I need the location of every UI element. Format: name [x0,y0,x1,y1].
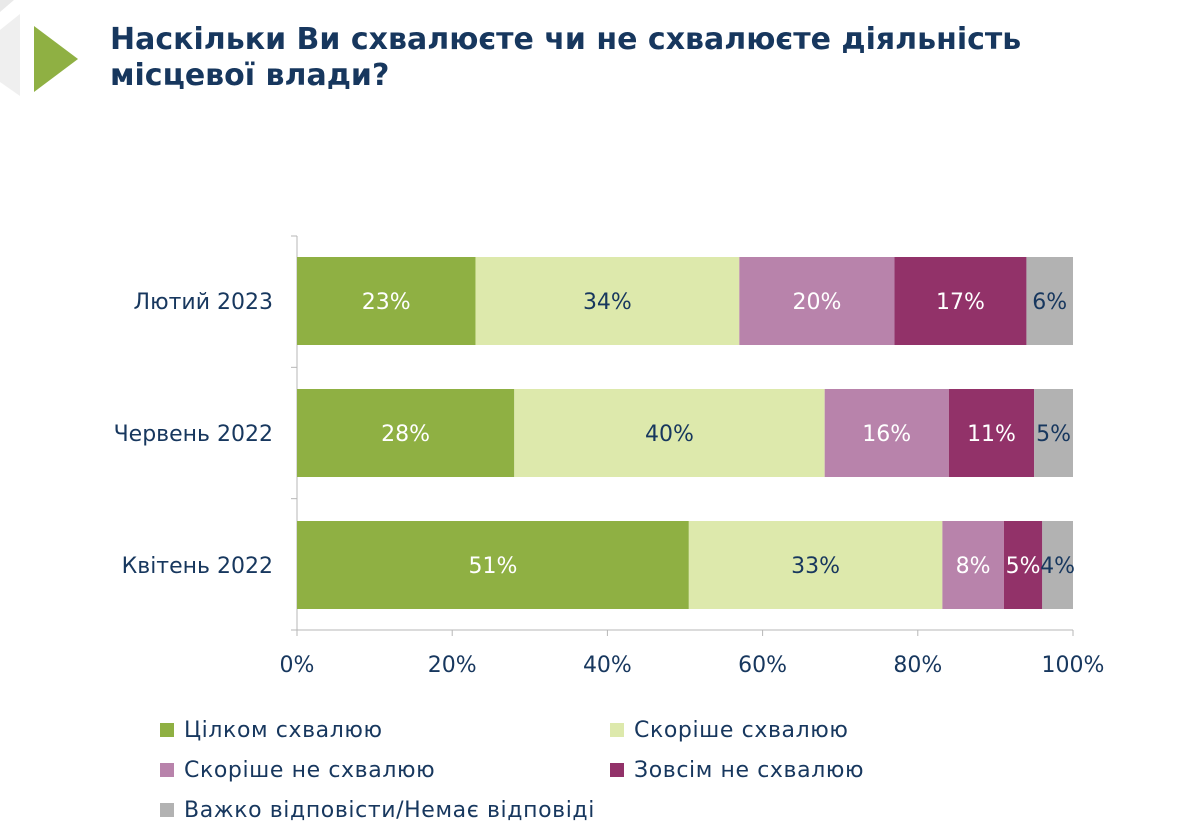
data-label: 33% [791,554,840,579]
category-label: Квітень 2022 [122,554,273,579]
legend-label: Зовсім не схвалюю [634,757,865,783]
data-label: 6% [1032,290,1067,315]
data-label: 16% [862,422,911,447]
legend-swatch [160,803,174,817]
x-tick-label: 100% [1042,653,1105,678]
legend-swatch [610,723,624,737]
legend-label: Цілком схвалюю [184,717,383,743]
bar-segment [1026,257,1073,345]
category-label: Лютий 2023 [134,290,273,315]
legend-item: Важко відповісти/Немає відповіді [160,794,595,826]
bar-segment [948,389,1035,477]
data-label: 34% [583,290,632,315]
play-arrow-icon [34,26,78,92]
data-label: 4% [1040,554,1075,579]
data-label: 17% [936,290,985,315]
legend-label: Скоріше не схвалюю [184,757,436,783]
bar-segment [824,389,949,477]
chart-legend: Цілком схвалюю Скоріше схвалюю Скоріше не … [160,714,1060,830]
title-line-2: місцевої влади? [110,58,390,93]
legend-item: Скоріше схвалюю [610,714,849,746]
x-tick-label: 40% [583,653,632,678]
bar-segment [475,257,740,345]
bar-segment [739,257,895,345]
title-line-1: Наскільки Ви схвалюєте чи не схвалюєте д… [110,22,1022,57]
bar-segment [1034,389,1073,477]
data-label: 40% [645,422,694,447]
data-label: 23% [362,290,411,315]
legend-item: Скоріше не схвалюю [160,754,435,786]
data-label: 11% [967,422,1016,447]
x-tick-label: 60% [738,653,787,678]
legend-swatch [610,763,624,777]
bar-segment [297,257,476,345]
bar-segment [297,521,689,609]
bar-segment [1042,521,1073,609]
legend-item: Цілком схвалюю [160,714,383,746]
page-title: Наскільки Ви схвалюєте чи не схвалюєте д… [110,22,1110,94]
category-label: Червень 2022 [114,422,273,447]
stacked-bar-chart: 0% 20% 40% 60% 80% 100% Лютий 2023 23% 34% 20% 17%… [114,235,1105,678]
bar-segment [297,389,515,477]
x-tick-label: 20% [428,653,477,678]
legend-label: Скоріше схвалюю [634,717,849,743]
bar-segment [894,257,1027,345]
bar-segment [942,521,1004,609]
legend-swatch [160,763,174,777]
slide-decoration [0,0,78,96]
data-label: 5% [1036,422,1071,447]
data-label: 28% [381,422,430,447]
data-label: 8% [956,554,991,579]
legend-swatch [160,723,174,737]
corner-stripe-shape [0,14,20,96]
x-tick-label: 80% [893,653,942,678]
legend-label: Важко відповісти/Немає відповіді [184,797,595,823]
bar-segment [1003,521,1043,609]
corner-stripe-shape [0,0,14,12]
legend-item: Зовсім не схвалюю [610,754,864,786]
bar-segment [514,389,825,477]
data-label: 5% [1006,554,1041,579]
x-tick-label: 0% [280,653,315,678]
data-label: 20% [792,290,841,315]
data-label: 51% [468,554,517,579]
bar-segment [688,521,943,609]
